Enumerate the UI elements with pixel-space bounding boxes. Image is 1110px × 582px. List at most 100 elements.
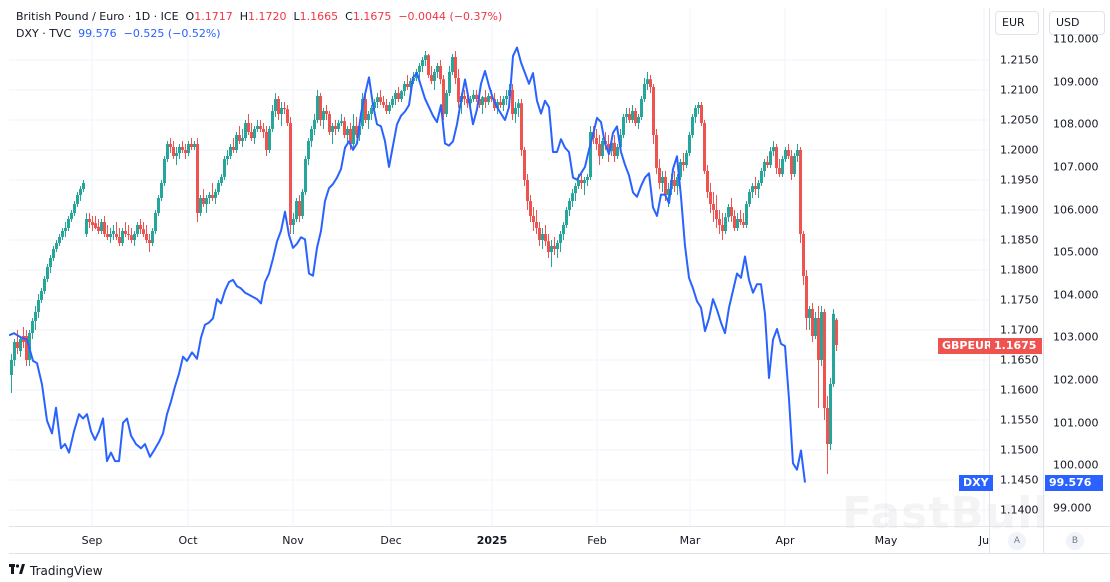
candle	[595, 129, 598, 150]
tradingview-name: TradingView	[30, 563, 103, 578]
candle	[313, 114, 316, 135]
candle	[103, 216, 106, 237]
candle	[673, 171, 676, 192]
price-chart-canvas[interactable]	[9, 8, 989, 526]
candle	[475, 90, 478, 102]
candle	[289, 117, 292, 234]
candle	[784, 147, 787, 162]
candle	[46, 264, 49, 282]
candle	[700, 102, 703, 126]
candle	[352, 114, 355, 150]
candle	[559, 231, 562, 252]
candle	[370, 105, 373, 120]
candle	[256, 120, 259, 132]
candle	[19, 336, 22, 357]
candle	[220, 174, 223, 186]
candle	[727, 204, 730, 222]
eur-axis-tick: 1.1950	[1000, 173, 1039, 187]
candle	[55, 240, 58, 252]
chart-pane[interactable]	[9, 8, 989, 526]
candle	[526, 174, 529, 210]
time-axis-label: Ju	[978, 534, 990, 547]
eur-axis-tick: 1.1700	[1000, 323, 1039, 337]
axis-corner-right	[1043, 526, 1110, 554]
candle	[307, 138, 310, 165]
candle	[355, 117, 358, 138]
candle	[706, 165, 709, 198]
candle	[169, 138, 172, 153]
legend-main-series[interactable]: British Pound / Euro · 1D · ICE O1.1717 …	[16, 10, 502, 23]
candle	[97, 219, 100, 234]
candle	[553, 237, 556, 255]
time-axis[interactable]: Sep Oct Nov Dec 2025 Feb Mar Apr May Ju	[9, 526, 989, 554]
candle	[718, 210, 721, 234]
currency-usd-button[interactable]: USD	[1049, 11, 1105, 35]
eur-axis-tick: 1.1500	[1000, 443, 1039, 457]
candle	[715, 195, 718, 228]
candle	[100, 219, 103, 234]
candle	[685, 150, 688, 168]
candle	[325, 105, 328, 120]
tradingview-brand[interactable]: TradingView	[9, 563, 103, 578]
candle	[607, 135, 610, 162]
candle	[751, 183, 754, 198]
legend-open-label: O	[185, 10, 195, 23]
legend-symbol-dxy: DXY · TVC	[16, 27, 72, 40]
candle	[385, 99, 388, 114]
candle	[223, 156, 226, 180]
candle	[472, 90, 475, 102]
candle	[793, 153, 796, 177]
auto-scale-button-a[interactable]: A	[1008, 532, 1026, 550]
candle	[145, 225, 148, 243]
candle	[211, 183, 214, 201]
candle	[16, 330, 19, 354]
currency-eur-button[interactable]: EUR	[995, 11, 1039, 35]
candle	[310, 126, 313, 147]
candle	[763, 159, 766, 177]
candle	[439, 60, 442, 84]
eur-axis-tick: 1.2050	[1000, 113, 1039, 127]
candle	[622, 114, 625, 138]
candle	[94, 216, 97, 230]
candle	[580, 174, 583, 189]
candle	[262, 123, 265, 138]
candle	[235, 132, 238, 153]
usd-axis-tick: 106.000	[1053, 203, 1099, 217]
candle	[721, 213, 724, 240]
candle	[334, 120, 337, 135]
usd-axis-tick: 104.000	[1053, 288, 1099, 302]
candle	[106, 225, 109, 240]
candle	[448, 66, 451, 96]
candle	[265, 126, 268, 156]
price-axis-eur[interactable]: EUR 1.2150 1.2100 1.2050 1.2000 1.1950 1.1900…	[989, 8, 1044, 526]
candle	[583, 177, 586, 195]
candle	[589, 126, 592, 180]
candle	[37, 294, 40, 318]
candle	[280, 102, 283, 126]
candle	[142, 222, 145, 237]
dxy-last-price-tag: 99.576	[1045, 475, 1103, 491]
eur-axis-tick: 1.1550	[1000, 413, 1039, 427]
price-axis-usd[interactable]: USD 110.000 109.000 108.000 107.000 106.000 1…	[1043, 8, 1110, 526]
candle	[406, 75, 409, 90]
candle	[802, 231, 805, 285]
candle	[682, 153, 685, 171]
candle	[631, 105, 634, 123]
candle	[811, 303, 814, 342]
candle	[823, 309, 826, 420]
candle	[91, 216, 94, 231]
eur-axis-tick: 1.2000	[1000, 143, 1039, 157]
legend-compare-series[interactable]: DXY · TVC 99.576 −0.525 (−0.52%)	[16, 27, 221, 40]
usd-axis-tick: 105.000	[1053, 245, 1099, 259]
time-axis-label: Sep	[81, 534, 103, 547]
candle	[52, 246, 55, 261]
candle	[739, 210, 742, 225]
auto-scale-button-b[interactable]: B	[1066, 532, 1084, 550]
candle	[568, 198, 571, 216]
candle	[202, 189, 205, 207]
candle	[544, 225, 547, 246]
candle	[832, 309, 835, 387]
candle	[250, 123, 253, 141]
eur-axis-tick: 1.1600	[1000, 383, 1039, 397]
candle	[391, 96, 394, 108]
